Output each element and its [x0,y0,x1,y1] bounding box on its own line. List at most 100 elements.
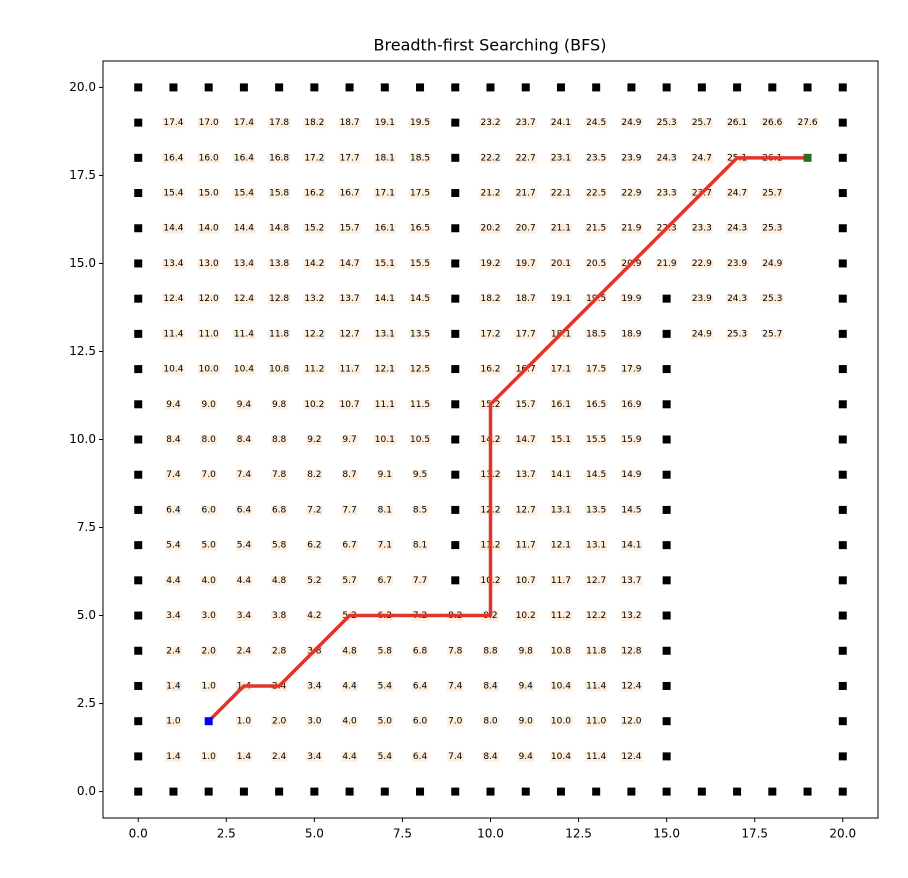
cost-label: 6.0 [202,505,217,515]
marker [838,752,847,761]
cost-label-bg [549,153,572,164]
cost-label: 11.8 [269,329,289,339]
marker [838,294,847,303]
cost-label-bg [373,258,396,269]
cost-label-bg [270,540,288,551]
cost-label: 3.8 [272,611,287,621]
cost-label-bg [306,470,323,481]
marker [662,400,671,409]
cost-label: 12.1 [375,365,395,375]
cost-label-bg [338,329,361,340]
cost-label: 5.4 [378,681,393,691]
marker [486,787,495,796]
cost-label-bg [479,118,502,129]
y-tick-label: 20.0 [69,80,96,94]
cost-label-bg [376,681,394,692]
cost-label: 22.9 [621,189,641,199]
marker [451,329,460,338]
cost-label: 11.1 [375,400,395,410]
cost-label: 13.4 [163,259,183,269]
cost-label-bg [620,540,643,551]
cost-label: 11.2 [304,365,324,375]
cost-label-bg [549,505,572,516]
cost-label: 15.8 [269,189,289,199]
cost-label-bg [655,118,678,129]
y-tick-label: 5.0 [77,608,96,622]
cost-label: 10.7 [516,576,536,586]
cost-label: 2.0 [202,646,217,656]
cost-label-bg [200,681,218,692]
cost-label-bg [549,364,572,375]
cost-label-bg [162,188,185,199]
cost-label: 8.8 [483,646,498,656]
cost-label: 1.0 [202,681,217,691]
y-tick-label: 7.5 [77,520,96,534]
marker [803,153,812,162]
marker [662,752,671,761]
x-tick-label: 15.0 [653,827,680,841]
marker [838,611,847,620]
cost-label-bg [373,153,396,164]
cost-label-bg [306,540,323,551]
cost-label: 15.1 [551,435,571,445]
cost-label: 10.4 [234,365,254,375]
cost-label-bg [447,716,464,727]
cost-label: 11.5 [410,400,430,410]
marker [239,83,248,92]
cost-label: 14.1 [551,470,571,480]
marker [451,470,460,479]
cost-label: 10.8 [269,365,289,375]
cost-label: 19.1 [375,118,395,128]
cost-label-bg [235,575,253,586]
cost-label-bg [306,435,323,445]
cost-label-bg [197,294,220,305]
cost-label-bg [514,118,537,129]
cost-label: 7.2 [307,505,321,515]
cost-label-bg [200,646,218,657]
cost-label-bg [549,681,573,692]
marker [662,541,671,550]
cost-label-bg [761,188,784,199]
cost-label: 12.5 [410,365,430,375]
cost-label-bg [409,188,432,199]
cost-label: 23.1 [551,153,571,163]
cost-label: 16.7 [340,189,360,199]
cost-label: 5.0 [378,717,393,727]
cost-label: 24.9 [762,259,782,269]
cost-label-bg [447,681,464,692]
cost-label: 5.8 [272,541,287,551]
cost-label-bg [341,681,359,692]
cost-label: 8.2 [307,470,321,480]
cost-label-bg [373,435,396,445]
cost-label: 15.7 [516,400,536,410]
marker [662,435,671,444]
cost-label: 5.8 [378,646,393,656]
cost-label: 24.7 [692,153,712,163]
cost-label: 3.4 [237,611,252,621]
cost-label-bg [585,329,608,340]
cost-label: 12.4 [621,752,641,762]
cost-label-bg [620,188,643,199]
cost-label-bg [270,751,288,762]
cost-label: 10.4 [551,752,571,762]
cost-label: 20.1 [551,259,571,269]
cost-label-bg [162,118,185,129]
cost-label: 3.0 [307,717,322,727]
cost-label: 17.2 [304,153,324,163]
cost-label: 11.4 [586,752,606,762]
marker [134,752,143,761]
cost-label-bg [411,681,429,692]
cost-label-bg [165,399,182,410]
marker [662,505,671,514]
cost-label-bg [726,188,749,199]
marker [169,787,178,796]
cost-label-bg [585,153,608,164]
cost-label: 4.8 [272,576,287,586]
cost-label: 17.1 [375,189,395,199]
cost-label-bg [761,118,784,129]
cost-label: 6.8 [413,646,428,656]
cost-label: 11.4 [586,681,606,691]
cost-label: 4.4 [342,681,357,691]
cost-label: 17.8 [269,118,289,128]
cost-label: 12.8 [621,646,641,656]
